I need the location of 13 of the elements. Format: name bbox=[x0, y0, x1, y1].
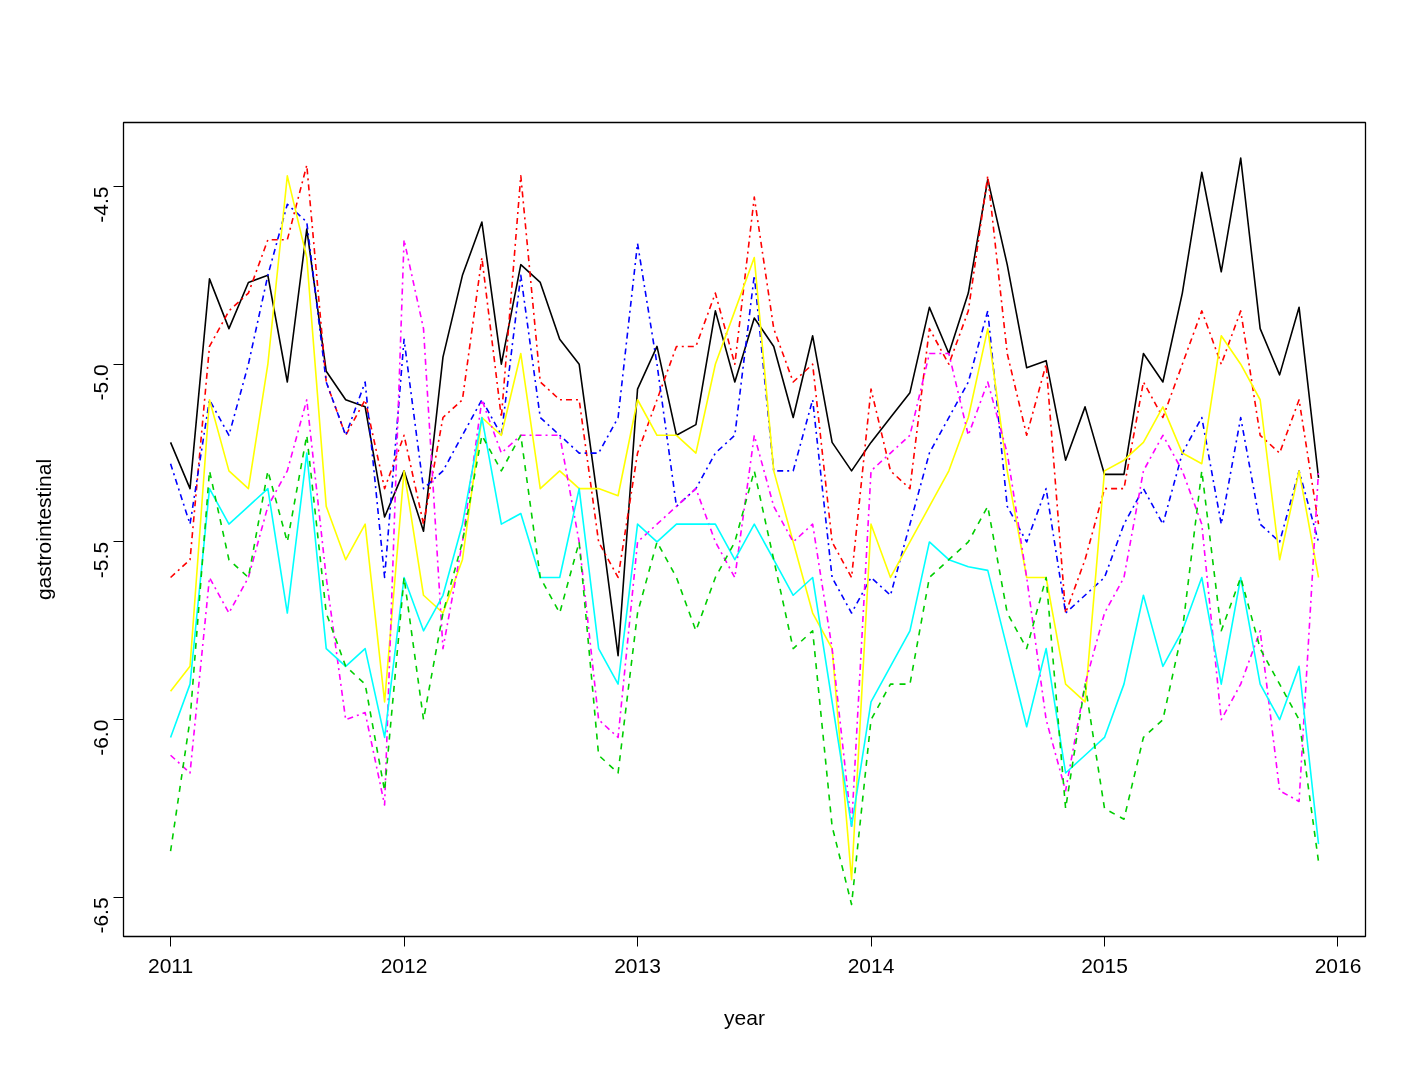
x-tick-label: 2015 bbox=[1081, 953, 1128, 977]
x-axis-title: year bbox=[724, 1005, 765, 1029]
y-tick-label: -5.0 bbox=[89, 364, 113, 401]
x-tick-label: 2014 bbox=[847, 953, 895, 977]
y-tick-label: -5.5 bbox=[89, 541, 113, 579]
y-tick-label: -6.5 bbox=[89, 897, 113, 934]
x-tick-label: 2016 bbox=[1314, 953, 1362, 977]
x-tick-label: 2011 bbox=[147, 953, 194, 977]
y-tick-label: -6.0 bbox=[89, 719, 113, 756]
y-tick-label: -4.5 bbox=[89, 186, 113, 223]
x-tick-label: 2012 bbox=[380, 953, 428, 977]
x-tick-label: 2013 bbox=[614, 953, 661, 977]
y-axis-title: gastrointestinal bbox=[31, 458, 55, 601]
